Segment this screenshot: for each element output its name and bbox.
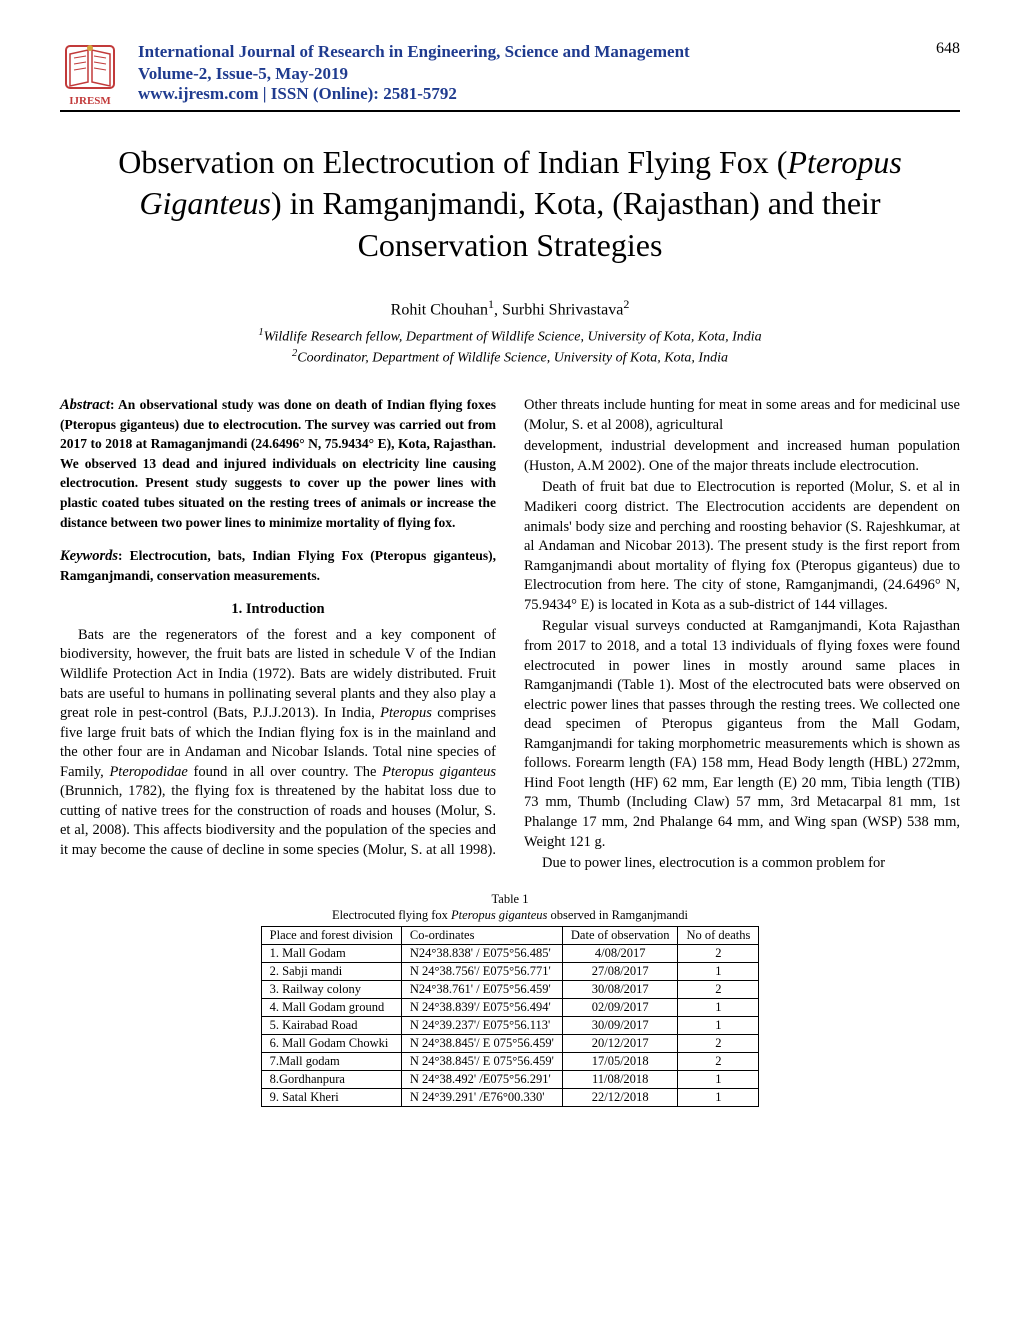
table-cell: N 24°38.756'/ E075°56.771' (401, 962, 562, 980)
table-cell: N24°38.838' / E075°56.485' (401, 944, 562, 962)
table-cell: N 24°38.845'/ E 075°56.459' (401, 1052, 562, 1070)
table-row: 1. Mall GodamN24°38.838' / E075°56.485'4… (261, 944, 759, 962)
table-cell: N24°38.761' / E075°56.459' (401, 980, 562, 998)
table-cell: N 24°38.839'/ E075°56.494' (401, 998, 562, 1016)
title-post: ) in Ramganjmandi, Kota, (Rajasthan) and… (271, 185, 881, 263)
table-cell: 6. Mall Godam Chowki (261, 1034, 401, 1052)
table-row: 5. Kairabad RoadN 24°39.237'/ E075°56.11… (261, 1016, 759, 1034)
table-cell: 27/08/2017 (562, 962, 678, 980)
table-caption-2: Electrocuted flying fox Pteropus gigante… (60, 908, 960, 923)
col2-para-4: Due to power lines, electrocution is a c… (524, 854, 960, 874)
table-cell: 1 (678, 1070, 759, 1088)
journal-volume: Volume-2, Issue-5, May-2019 (138, 64, 916, 84)
th-place: Place and forest division (261, 926, 401, 944)
table-cell: 1 (678, 998, 759, 1016)
journal-link: www.ijresm.com | ISSN (Online): 2581-579… (138, 84, 916, 104)
title-pre: Observation on Electrocution of Indian F… (118, 144, 787, 180)
table-row: 8.GordhanpuraN 24°38.492' /E075°56.291'1… (261, 1070, 759, 1088)
table-cell: 2 (678, 1034, 759, 1052)
keywords-block: Keywords: Electrocution, bats, Indian Fl… (60, 547, 496, 586)
journal-title: International Journal of Research in Eng… (138, 40, 916, 64)
table-cell: N 24°39.291' /E76°00.330' (401, 1088, 562, 1106)
col2-para-3: Regular visual surveys conducted at Ramg… (524, 617, 960, 852)
table-cell: 1 (678, 962, 759, 980)
table-cell: 1 (678, 1088, 759, 1106)
table-cell: N 24°39.237'/ E075°56.113' (401, 1016, 562, 1034)
affiliation-2: 2Coordinator, Department of Wildlife Sci… (60, 348, 960, 367)
table-cell: 9. Satal Kheri (261, 1088, 401, 1106)
table-cell: 1. Mall Godam (261, 944, 401, 962)
table-cell: 4/08/2017 (562, 944, 678, 962)
th-date: Date of observation (562, 926, 678, 944)
table-cell: 30/09/2017 (562, 1016, 678, 1034)
table-cell: N 24°38.845'/ E 075°56.459' (401, 1034, 562, 1052)
abstract-block: Abstract: An observational study was don… (60, 396, 496, 533)
table-row: 4. Mall Godam groundN 24°38.839'/ E075°5… (261, 998, 759, 1016)
th-deaths: No of deaths (678, 926, 759, 944)
table-cell: 22/12/2018 (562, 1088, 678, 1106)
affiliation-1: 1Wildlife Research fellow, Department of… (60, 327, 960, 346)
table-cell: 5. Kairabad Road (261, 1016, 401, 1034)
table-cell: 4. Mall Godam ground (261, 998, 401, 1016)
table-row: 6. Mall Godam ChowkiN 24°38.845'/ E 075°… (261, 1034, 759, 1052)
table-caption-1: Table 1 (60, 892, 960, 907)
author-1: Rohit Chouhan (391, 301, 488, 318)
article-title: Observation on Electrocution of Indian F… (100, 142, 920, 267)
col2-para-2: Death of fruit bat due to Electrocution … (524, 478, 960, 615)
table-1-wrap: Table 1 Electrocuted flying fox Pteropus… (60, 892, 960, 1107)
table-cell: 2 (678, 980, 759, 998)
th-coords: Co-ordinates (401, 926, 562, 944)
table-cell: 20/12/2017 (562, 1034, 678, 1052)
table-cell: 8.Gordhanpura (261, 1070, 401, 1088)
page-number: 648 (936, 40, 960, 58)
journal-logo: IJRESM (60, 40, 120, 100)
table-row: 3. Railway colonyN24°38.761' / E075°56.4… (261, 980, 759, 998)
table-cell: 2 (678, 1052, 759, 1070)
table-row: 7.Mall godamN 24°38.845'/ E 075°56.459'1… (261, 1052, 759, 1070)
observation-table: Place and forest division Co-ordinates D… (261, 926, 760, 1107)
abstract-label: Abstract (60, 397, 110, 413)
table-cell: 2 (678, 944, 759, 962)
table-cell: 7.Mall godam (261, 1052, 401, 1070)
table-row: 9. Satal KheriN 24°39.291' /E76°00.330'2… (261, 1088, 759, 1106)
author-2: Surbhi Shrivastava (502, 301, 623, 318)
table-cell: N 24°38.492' /E075°56.291' (401, 1070, 562, 1088)
table-cell: 3. Railway colony (261, 980, 401, 998)
table-cell: 02/09/2017 (562, 998, 678, 1016)
abstract-text: : An observational study was done on dea… (60, 397, 496, 529)
table-cell: 30/08/2017 (562, 980, 678, 998)
table-header-row: Place and forest division Co-ordinates D… (261, 926, 759, 944)
col2-para-1: development, industrial development and … (524, 437, 960, 476)
table-cell: 1 (678, 1016, 759, 1034)
table-cell: 11/08/2018 (562, 1070, 678, 1088)
table-cell: 17/05/2018 (562, 1052, 678, 1070)
table-row: 2. Sabji mandiN 24°38.756'/ E075°56.771'… (261, 962, 759, 980)
journal-header: IJRESM International Journal of Research… (60, 40, 960, 112)
section-1-heading: 1. Introduction (60, 600, 496, 620)
body-columns: Abstract: An observational study was don… (60, 396, 960, 874)
keywords-text: : Electrocution, bats, Indian Flying Fox… (60, 548, 496, 583)
header-text-block: International Journal of Research in Eng… (138, 40, 916, 104)
keywords-label: Keywords (60, 548, 118, 564)
authors-line: Rohit Chouhan1, Surbhi Shrivastava2 (60, 297, 960, 319)
table-cell: 2. Sabji mandi (261, 962, 401, 980)
logo-label: IJRESM (69, 95, 111, 107)
